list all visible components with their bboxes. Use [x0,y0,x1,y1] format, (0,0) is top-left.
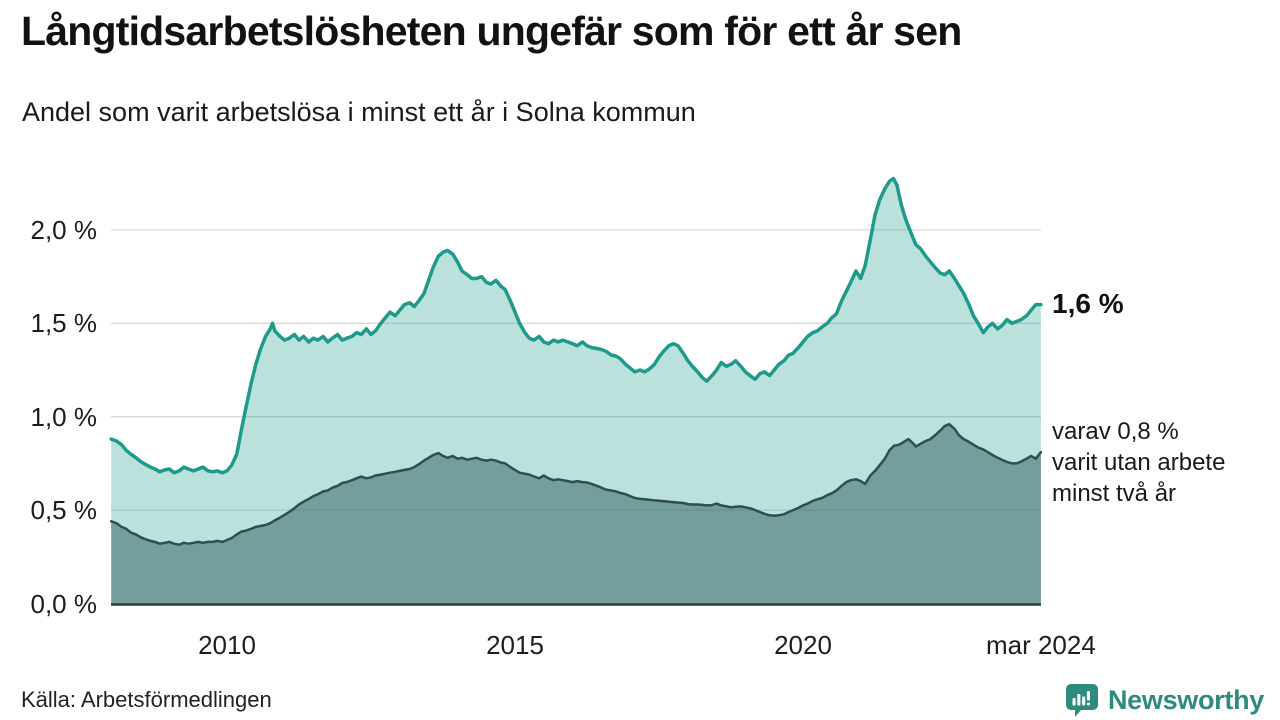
y-tick-label: 0,5 % [30,495,98,526]
page-title: Långtidsarbetslösheten ungefär som för e… [21,8,962,54]
logo-bar-3 [1082,696,1086,706]
logo-bar-1 [1072,698,1076,706]
annotation-line: minst två år [1052,480,1177,508]
source-note: Källa: Arbetsförmedlingen [21,687,272,712]
x-tick-label: 2015 [486,630,544,660]
brand-lockup: Newsworthy [1063,680,1264,720]
area-unemployed-two-years [111,424,1041,604]
y-tick-label: 1,5 % [30,308,98,339]
logo-exclamation-bar [1086,691,1090,701]
secondary-series-annotation: varav 0,8 % varit utan arbete minst två år [1052,416,1272,509]
annotation-line: varit utan arbete [1052,449,1226,477]
y-tick-label: 1,0 % [30,401,98,432]
logo-bar-2 [1077,694,1081,706]
series-end-value-label: 1,6 % [1052,287,1124,319]
brand-name: Newsworthy [1107,684,1264,715]
chart-subtitle: Andel som varit arbetslösa i minst ett å… [22,97,696,127]
gridlines [111,229,1041,511]
y-axis-labels: 0,0 % 0,5 % 1,0 % 1,5 % 2,0 % [22,0,98,720]
x-tick-label: 2020 [774,630,832,660]
area-unemployed-one-year [111,178,1041,604]
annotation-line: varav 0,8 % [1052,418,1179,446]
x-tick-label: mar 2024 [985,630,1096,660]
x-tick-label: 2010 [198,630,256,660]
newsworthy-logo-icon [1065,684,1098,717]
y-tick-label: 2,0 % [30,214,98,245]
logo-exclamation-dot [1086,702,1090,706]
line-unemployed-two-years [109,422,1043,546]
line-unemployed-one-year [109,176,1043,475]
y-tick-label: 0,0 % [30,588,98,619]
